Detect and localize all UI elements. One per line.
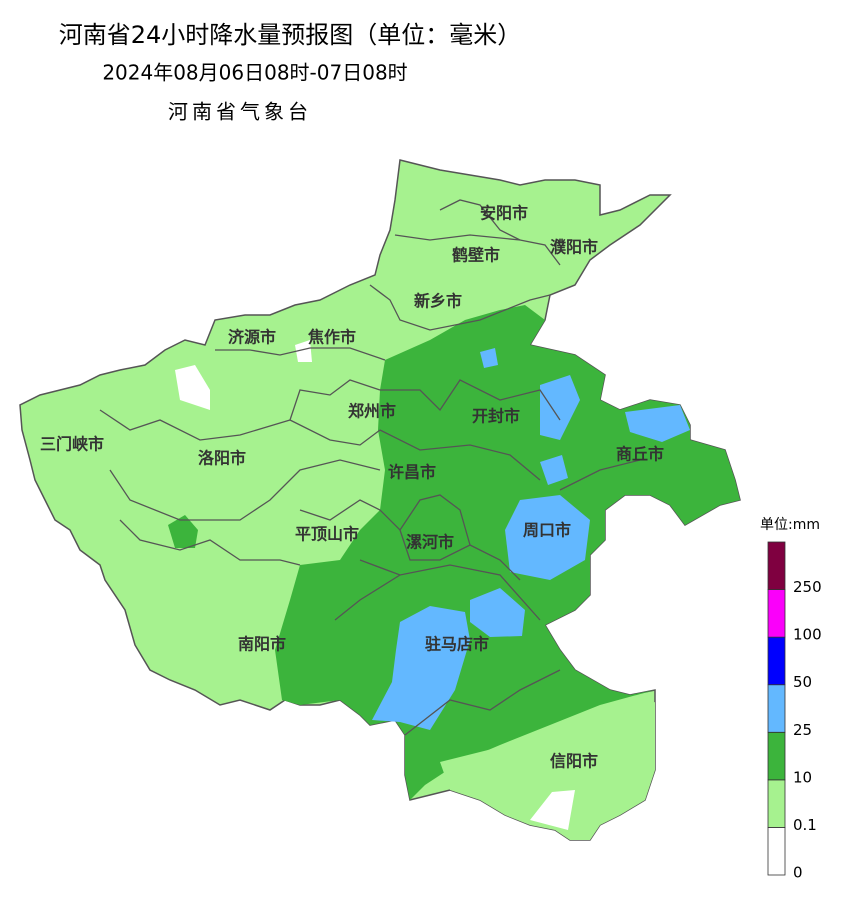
city-label: 许昌市 bbox=[388, 463, 436, 482]
legend-label: 50 bbox=[793, 673, 812, 691]
city-label: 周口市 bbox=[523, 521, 571, 540]
city-label: 鹤壁市 bbox=[452, 246, 500, 265]
map bbox=[19, 159, 741, 841]
legend-swatch bbox=[767, 827, 786, 876]
city-label: 驻马店市 bbox=[425, 635, 489, 654]
legend-swatch bbox=[767, 636, 786, 686]
legend-label: 100 bbox=[793, 626, 822, 644]
legend-swatch bbox=[767, 684, 786, 733]
city-label: 新乡市 bbox=[414, 292, 462, 311]
legend-swatch bbox=[767, 779, 786, 828]
rain-zone bbox=[440, 702, 655, 840]
legend-label: 10 bbox=[793, 768, 812, 786]
legend-title: 单位:mm bbox=[760, 517, 820, 533]
rain-zone bbox=[275, 305, 740, 800]
city-label: 濮阳市 bbox=[550, 238, 598, 257]
dry-zones bbox=[175, 340, 575, 830]
city-label: 焦作市 bbox=[307, 328, 356, 347]
city-label: 洛阳市 bbox=[198, 449, 246, 468]
city-labels: 安阳市 鹤壁市 濮阳市 新乡市 济源市 焦作市 郑州市 开封市 商丘市 三门峡市… bbox=[40, 204, 664, 771]
legend-swatch bbox=[767, 589, 786, 638]
city-label: 三门峡市 bbox=[40, 435, 104, 454]
legend-label: 25 bbox=[793, 721, 812, 739]
city-label: 济源市 bbox=[228, 328, 276, 347]
city-label: 开封市 bbox=[472, 407, 520, 426]
legend-label: 0.1 bbox=[793, 816, 817, 834]
title: 河南省24小时降水量预报图（单位：毫米） bbox=[59, 21, 522, 49]
city-label: 信阳市 bbox=[550, 752, 598, 771]
city-label: 平顶山市 bbox=[295, 525, 359, 544]
rain-zone bbox=[168, 515, 198, 548]
legend-swatch bbox=[767, 541, 786, 590]
legend-label: 0 bbox=[793, 864, 803, 882]
legend-swatch bbox=[767, 731, 786, 781]
city-borders bbox=[99, 199, 641, 736]
issuer: 河南省气象台 bbox=[168, 100, 312, 124]
legend-label: 250 bbox=[793, 578, 822, 596]
city-label: 郑州市 bbox=[348, 402, 396, 421]
city-label: 南阳市 bbox=[238, 635, 286, 654]
rain-zones bbox=[372, 348, 690, 730]
legend: 单位:mm 0 0.1 10 25 50 100 250 bbox=[760, 517, 822, 882]
city-label: 漯河市 bbox=[406, 533, 454, 552]
city-label: 商丘市 bbox=[616, 445, 664, 464]
subtitle: 2024年08月06日08时-07日08时 bbox=[102, 61, 407, 85]
city-label: 安阳市 bbox=[480, 204, 528, 223]
